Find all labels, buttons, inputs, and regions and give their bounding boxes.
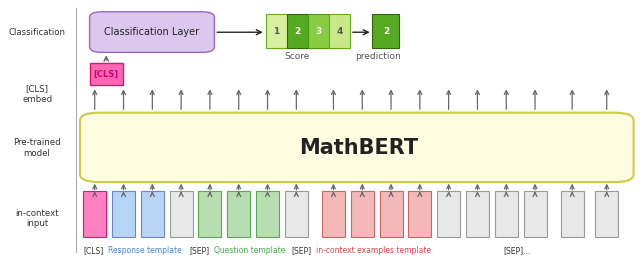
Text: 1: 1 — [273, 27, 279, 36]
Text: [CLS]
embed: [CLS] embed — [22, 85, 52, 104]
Text: [SEP]: [SEP] — [292, 247, 312, 255]
Text: 3: 3 — [316, 27, 321, 36]
Text: [CLS]: [CLS] — [83, 247, 104, 255]
Bar — [266, 14, 287, 48]
Text: Score: Score — [284, 52, 310, 61]
Bar — [329, 14, 350, 48]
Bar — [112, 191, 135, 237]
Text: 2: 2 — [383, 27, 389, 36]
Text: Question template: Question template — [214, 247, 285, 255]
FancyBboxPatch shape — [80, 113, 634, 182]
Bar — [524, 191, 547, 237]
Bar — [408, 191, 431, 237]
Bar — [595, 191, 618, 237]
Text: in-context
input: in-context input — [15, 209, 59, 228]
Text: Classification Layer: Classification Layer — [104, 27, 199, 37]
Bar — [466, 191, 489, 237]
Bar — [561, 191, 584, 237]
FancyBboxPatch shape — [90, 12, 214, 52]
Bar — [83, 191, 106, 237]
Bar — [495, 191, 518, 237]
Text: prediction: prediction — [355, 52, 401, 61]
Bar — [437, 191, 460, 237]
Bar — [227, 191, 250, 237]
Text: 4: 4 — [337, 27, 342, 36]
Text: [CLS]: [CLS] — [93, 70, 119, 79]
Text: in-context examples template: in-context examples template — [316, 247, 431, 255]
Text: [SEP]...: [SEP]... — [503, 247, 531, 255]
Bar — [372, 14, 399, 48]
Bar — [141, 191, 164, 237]
Bar — [256, 191, 279, 237]
Text: [SEP]: [SEP] — [189, 247, 209, 255]
Bar — [322, 191, 345, 237]
Text: 2: 2 — [294, 27, 300, 36]
Text: Response template: Response template — [108, 247, 181, 255]
Bar — [380, 191, 403, 237]
Bar — [308, 14, 329, 48]
Bar — [170, 191, 193, 237]
FancyBboxPatch shape — [90, 63, 123, 85]
Bar — [285, 191, 308, 237]
Text: MathBERT: MathBERT — [299, 138, 418, 158]
Bar — [198, 191, 221, 237]
Bar — [351, 191, 374, 237]
Text: Pre-trained
model: Pre-trained model — [13, 138, 61, 158]
Bar — [287, 14, 308, 48]
Text: Classification: Classification — [8, 28, 66, 37]
